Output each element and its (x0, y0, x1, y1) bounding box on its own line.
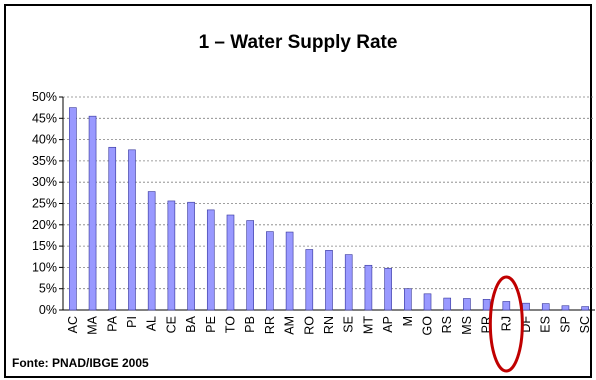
bar-go (423, 293, 432, 311)
bar-rn (325, 250, 333, 311)
y-tick-label: 25% (32, 197, 57, 211)
x-tick-label: AP (381, 316, 395, 333)
x-tick-label: ES (539, 316, 553, 333)
y-tick-label: 35% (32, 154, 57, 168)
bar-ro (305, 249, 314, 311)
bar-es (541, 303, 550, 311)
x-tick-label: RO (302, 316, 316, 335)
x-tick-label: GO (421, 316, 435, 336)
bar-rs (443, 297, 452, 311)
bar-pi (128, 149, 136, 311)
bar-sc (581, 306, 589, 311)
bar-ap (384, 267, 392, 311)
bar-am (285, 231, 294, 311)
highlight-ellipse (488, 275, 524, 373)
x-tick-label: MT (361, 316, 375, 334)
x-tick-label: RJ (499, 316, 513, 331)
bar-m (404, 288, 412, 311)
bar-ma (88, 115, 97, 311)
bar-to (226, 214, 235, 311)
x-tick-label: SC (578, 316, 592, 333)
bar-df (522, 302, 530, 311)
x-tick-label: CE (164, 316, 178, 333)
source-note: Fonte: PNAD/IBGE 2005 (12, 356, 149, 370)
bar-se (344, 254, 353, 311)
bar-pe (206, 209, 215, 311)
bar-ac (69, 107, 77, 311)
bar-pb (246, 220, 254, 311)
x-tick-label: AM (283, 316, 297, 335)
x-tick-label: MA (86, 315, 100, 334)
x-tick-label: BA (184, 315, 198, 332)
bar-pa (108, 146, 117, 311)
x-tick-label: RN (322, 316, 336, 334)
x-tick-label: PB (243, 316, 257, 333)
x-tick-label: RS (440, 316, 454, 333)
bar-sp (561, 305, 570, 311)
y-tick-label: 40% (32, 133, 57, 147)
y-tick-label: 30% (32, 175, 57, 189)
bar-rr (266, 231, 274, 311)
y-tick-label: 0% (39, 303, 57, 317)
y-tick-label: 20% (32, 218, 57, 232)
x-tick-label: PE (204, 316, 218, 333)
bar-al (147, 191, 156, 311)
x-tick-label: AL (145, 316, 159, 331)
chart-title: 1 – Water Supply Rate (198, 32, 398, 53)
x-tick-label: SE (342, 316, 356, 333)
bar-ce (167, 200, 176, 311)
bar-mt (364, 264, 373, 311)
x-tick-label: AC (66, 316, 80, 333)
chart-frame: 1 – Water Supply Rate Fonte: PNAD/IBGE 2… (4, 4, 592, 378)
x-tick-label: RR (263, 316, 277, 334)
y-tick-label: 45% (32, 111, 57, 125)
y-tick-label: 15% (32, 239, 57, 253)
bar-ms (463, 298, 471, 311)
y-tick-label: 5% (39, 282, 57, 296)
x-tick-label: TO (223, 316, 237, 333)
bar-rj (502, 301, 511, 311)
x-tick-label: PA (105, 315, 119, 331)
bar-ba (187, 201, 195, 311)
x-tick-label: PI (125, 316, 139, 328)
x-tick-label: SP (558, 316, 572, 333)
x-tick-label: MS (460, 316, 474, 335)
y-tick-label: 10% (32, 260, 57, 274)
x-tick-label: M (401, 316, 415, 326)
y-tick-label: 50% (32, 90, 57, 104)
bar-pr (482, 299, 491, 311)
